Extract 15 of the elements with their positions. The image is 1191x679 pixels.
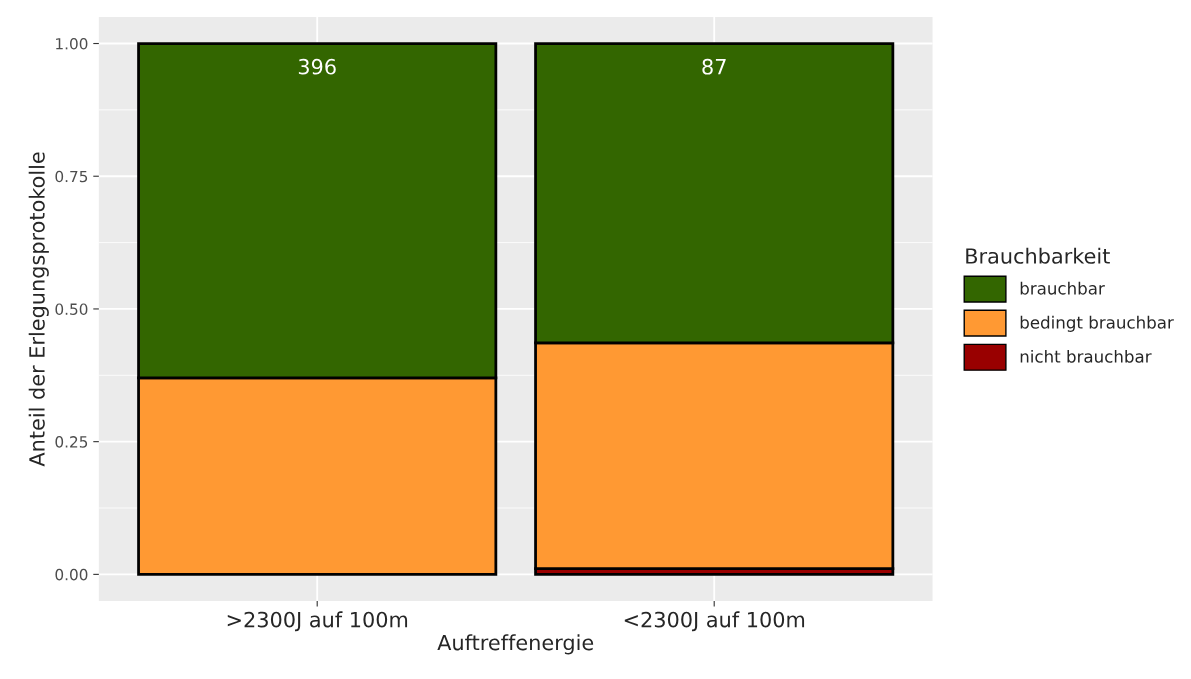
- legend-label: nicht brauchbar: [1020, 349, 1152, 363]
- y-tick-label: 0.75: [55, 170, 88, 183]
- x-tick-label: >2300J auf 100m: [227, 611, 408, 632]
- legend-label: bedingt brauchbar: [1020, 315, 1174, 332]
- x-axis-title: Auftreffenergie: [437, 634, 594, 655]
- y-tick-label: 0.25: [55, 436, 88, 448]
- x-tick-label: <2300J auf 100m: [624, 611, 805, 632]
- y-tick-label: 0.50: [55, 303, 88, 315]
- annotation: 396: [298, 58, 336, 75]
- y-tick-label: 0.00: [55, 568, 88, 581]
- y-tick-label: 1.00: [56, 37, 88, 50]
- legend-label: brauchbar: [1020, 281, 1105, 295]
- y-axis-title: Anteil der Erlegungsprotokolle: [28, 152, 49, 467]
- legend-title: Brauchbarkeit: [966, 247, 1110, 264]
- annotation: 87: [702, 58, 726, 75]
